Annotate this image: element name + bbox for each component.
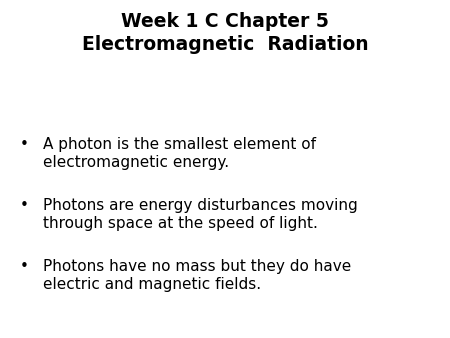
Text: •: • [20,137,29,152]
Text: A photon is the smallest element of
electromagnetic energy.: A photon is the smallest element of elec… [43,137,316,170]
Text: Week 1 C Chapter 5
Electromagnetic  Radiation: Week 1 C Chapter 5 Electromagnetic Radia… [82,12,368,54]
Text: Photons are energy disturbances moving
through space at the speed of light.: Photons are energy disturbances moving t… [43,198,357,231]
Text: •: • [20,198,29,213]
Text: •: • [20,259,29,273]
Text: Photons have no mass but they do have
electric and magnetic fields.: Photons have no mass but they do have el… [43,259,351,292]
